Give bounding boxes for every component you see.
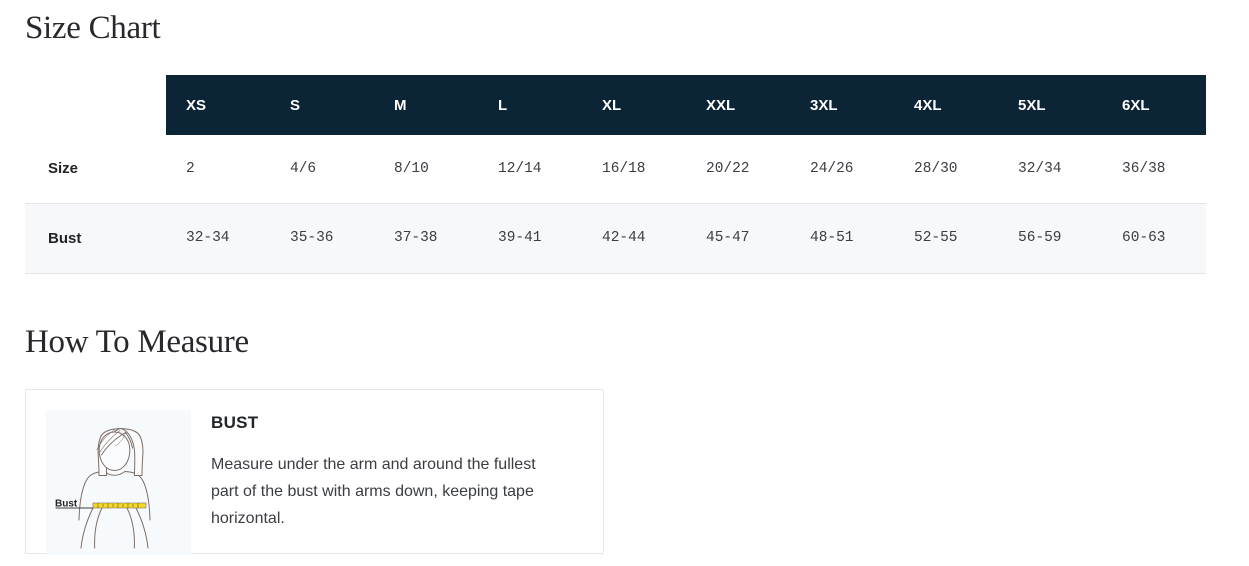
svg-text:Bust: Bust — [55, 498, 78, 509]
